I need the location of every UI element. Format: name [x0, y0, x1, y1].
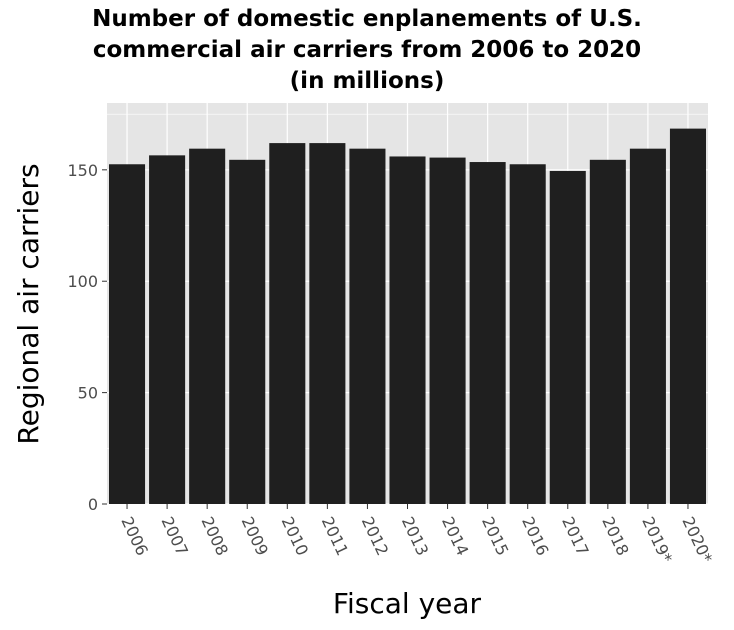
y-tick-label: 50 [78, 384, 98, 403]
y-tick-label: 150 [67, 161, 98, 180]
x-tick-label: 2015 [478, 514, 512, 559]
bar-2008 [189, 148, 226, 505]
bar-2017 [549, 170, 586, 505]
bar-2014 [429, 157, 466, 504]
x-tick-label: 2014 [438, 514, 472, 559]
y-axis: 0 50 100 150 [67, 161, 107, 514]
chart-title-line-1: Number of domestic enplanements of U.S. [92, 6, 642, 32]
x-tick-label: 2019* [638, 514, 676, 566]
bar-2009 [229, 159, 266, 504]
x-tick-label: 2018 [598, 514, 632, 559]
x-tick-label: 2020* [678, 514, 716, 566]
y-axis-label: Regional air carriers [12, 163, 45, 444]
bar-2016 [509, 164, 546, 504]
chart-title-line-2: commercial air carriers from 2006 to 202… [92, 37, 642, 63]
bar-2018 [589, 159, 626, 504]
y-tick-label: 0 [88, 495, 98, 514]
bar-2013 [389, 156, 426, 504]
x-tick-label: 2009 [238, 514, 272, 559]
chart-title-line-3: (in millions) [289, 68, 445, 94]
x-tick-label: 2016 [518, 514, 552, 559]
x-tick-label: 2017 [558, 514, 592, 559]
bar-2012 [349, 148, 386, 505]
bars [109, 128, 706, 505]
x-tick-label: 2011 [318, 514, 352, 559]
bar-2006 [109, 164, 146, 504]
x-tick-label: 2008 [198, 514, 232, 559]
x-axis: 2006 2007 2008 2009 2010 2011 2012 2013 2014 2015… [117, 504, 716, 566]
bar-2015 [469, 162, 506, 504]
y-tick-label: 100 [67, 272, 98, 291]
x-tick-label: 2010 [278, 514, 312, 559]
x-tick-label: 2013 [398, 514, 432, 559]
bar-2007 [149, 155, 186, 504]
bar-2010 [269, 143, 306, 504]
x-tick-label: 2007 [157, 514, 191, 559]
x-tick-label: 2012 [358, 514, 392, 559]
x-axis-label: Fiscal year [333, 587, 482, 620]
x-tick-label: 2006 [117, 514, 151, 559]
bar-2020 [669, 128, 706, 504]
chart-title: Number of domestic enplanements of U.S. … [0, 4, 734, 97]
bar-2011 [309, 143, 346, 504]
bar-2019 [629, 148, 666, 505]
